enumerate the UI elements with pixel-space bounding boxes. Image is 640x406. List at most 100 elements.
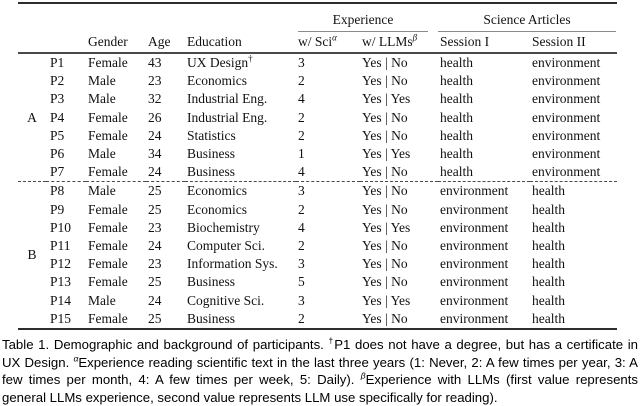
header-spacer (18, 32, 86, 54)
cell-session2: health (532, 219, 565, 235)
cell-age: 24 (148, 164, 162, 180)
cell-pid: P4 (50, 109, 65, 125)
cell-pid: P13 (50, 274, 72, 290)
science-articles-spanner-cell: Science Articles (438, 3, 617, 32)
beta-footnote-mark: β (360, 370, 366, 381)
cell-session1: health (440, 55, 473, 70)
cell-age: 24 (148, 292, 162, 308)
cell-llm-experience: Yes | Yes (362, 292, 411, 308)
beta-superscript: β (412, 32, 418, 43)
cell-pid: P10 (50, 219, 72, 235)
cell-gender: Male (86, 181, 146, 201)
cell-llm-experience: Yes | No (362, 127, 408, 143)
spanner-spacer (18, 3, 296, 32)
cell-gender: Female (88, 238, 128, 254)
dagger-footnote-mark: † (328, 335, 335, 346)
cell-session1: environment (440, 201, 509, 217)
cell-session2: environment (532, 91, 601, 107)
col-header-education: Education (185, 32, 296, 54)
cell-session1: environment (440, 256, 509, 272)
cell-session2: health (532, 201, 565, 217)
participant-row: P12 Female 23 Information Sys. 3 Yes | No envi… (18, 255, 617, 273)
cell-session2: environment (532, 146, 601, 162)
cell-session2: environment (532, 109, 601, 125)
cell-age: 23 (148, 73, 162, 89)
cell-age: 25 (148, 201, 162, 217)
cell-pid: P8 (46, 181, 86, 201)
cell-session2: environment (532, 127, 601, 143)
participant-row: P4 Female 26 Industrial Eng. 2 Yes | No health… (18, 109, 617, 127)
cell-age: 23 (148, 219, 162, 235)
col-header-llm-experience: w/ LLMsβ (360, 32, 438, 54)
cell-gender: Female (88, 274, 128, 290)
cell-session1: environment (440, 238, 509, 254)
cell-education: Economics (185, 181, 296, 201)
alpha-footnote-mark: α (73, 353, 79, 364)
table-caption: Table 1. Demographic and background of p… (2, 336, 638, 406)
cell-session1: health (440, 109, 473, 125)
alpha-superscript: α (332, 32, 337, 43)
col-header-age: Age (146, 32, 185, 54)
cell-education: Biochemistry (187, 219, 260, 235)
cell-gender: Female (88, 201, 128, 217)
experience-spanner-cell: Experience (296, 3, 438, 32)
cell-sci-experience: 2 (298, 238, 305, 254)
cell-pid: P12 (50, 256, 72, 272)
caption-text: Experience with LLMs (first value repres… (2, 372, 638, 405)
participant-row: P10 Female 23 Biochemistry 4 Yes | Yes environ… (18, 219, 617, 237)
cell-llm-experience: Yes | No (362, 73, 408, 89)
cell-education: Economics (187, 201, 247, 217)
cell-sci-experience: 4 (298, 219, 305, 235)
cell-education: Business (187, 274, 236, 290)
cell-age: 24 (148, 238, 162, 254)
cell-sci-experience: 4 (298, 91, 305, 107)
cell-education: Industrial Eng. (187, 91, 268, 107)
cell-session2: environment (532, 73, 601, 89)
cell-gender: Female (88, 55, 128, 70)
caption-text: Experience reading scientific text in th… (2, 354, 638, 388)
cell-education: Business (187, 310, 236, 326)
participant-row: P3 Male 32 Industrial Eng. 4 Yes | Yes health e… (18, 90, 617, 108)
cell-gender: Female (88, 256, 128, 272)
cell-pid: P14 (50, 292, 72, 308)
cell-gender: Female (88, 219, 128, 235)
cell-sci-experience: 3 (298, 292, 305, 308)
cell-education: Business (187, 164, 236, 180)
dagger-superscript: † (248, 53, 253, 64)
cell-pid: P3 (50, 91, 65, 107)
experience-spanner: Experience (298, 12, 428, 32)
cell-education: Business (187, 146, 236, 162)
cell-llm-experience: Yes | Yes (362, 91, 411, 107)
cell-session1: health (440, 164, 473, 180)
cell-llm-experience: Yes | No (362, 256, 408, 272)
cell-gender: Male (88, 292, 116, 308)
science-articles-spanner: Science Articles (438, 12, 616, 32)
cell-age: 25 (148, 274, 162, 290)
cell-age: 26 (148, 109, 162, 125)
cell-gender: Female (88, 164, 128, 180)
cell-sci-experience: 3 (298, 55, 305, 70)
participant-row: B P8 Male 25 Economics 3 Yes | No environment he… (18, 181, 617, 330)
participant-row: P11 Female 24 Computer Sci. 2 Yes | No environ… (18, 237, 617, 255)
cell-pid: P1 (50, 55, 65, 70)
education-text: UX Design (187, 55, 249, 70)
cell-llm-experience: Yes | No (362, 238, 408, 254)
participants-table: Experience Science Articles Gender Age E… (18, 2, 617, 331)
cell-pid: P7 (50, 164, 65, 180)
caption-text: P1 does not have a degree, but has a cer… (2, 337, 639, 370)
col-header-gender: Gender (86, 32, 146, 54)
cell-session2: health (532, 292, 565, 308)
cell-sci-experience: 3 (298, 256, 305, 272)
cell-age: 24 (148, 127, 162, 143)
cell-pid: P11 (50, 238, 71, 254)
cell-sci-experience: 5 (298, 274, 305, 290)
cell-education: Economics (187, 73, 247, 89)
cell-sci-experience: 4 (298, 164, 305, 180)
cell-education: Statistics (187, 127, 236, 143)
cell-sci-experience: 1 (298, 146, 305, 162)
cell-pid: P5 (50, 127, 65, 143)
participant-row: P2 Male 23 Economics 2 Yes | No health environm… (18, 72, 617, 90)
cell-gender: Female (88, 109, 128, 125)
col-header-session2: Session II (530, 32, 617, 54)
